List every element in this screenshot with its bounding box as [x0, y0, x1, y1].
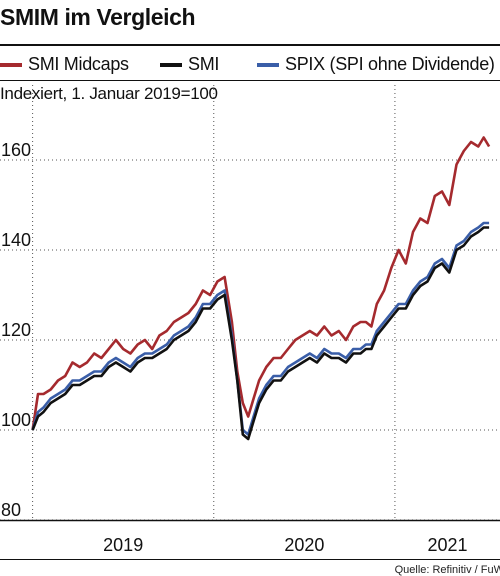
legend: SMI Midcaps SMI SPIX (SPI ohne Dividende…: [0, 54, 500, 78]
legend-label-smi: SMI: [188, 54, 220, 74]
title-rule: [0, 44, 500, 46]
series-line-spix-spi-ohne-dividende: [31, 221, 490, 436]
source-note: Quelle: Refinitiv / FuW: [394, 564, 500, 576]
y-tick-label-160: 160: [1, 140, 31, 160]
legend-rule: [0, 80, 500, 81]
x-tick-label-2020: 2020: [284, 535, 324, 555]
legend-item-smi: SMI: [160, 54, 219, 75]
legend-item-spix: SPIX (SPI ohne Dividende): [257, 54, 495, 75]
y-tick-label-80: 80: [1, 500, 21, 520]
y-tick-label-120: 120: [1, 320, 31, 340]
x-tick-label-2019: 2019: [103, 535, 143, 555]
x-tick-label-2021: 2021: [427, 535, 467, 555]
legend-swatch-smi: [160, 62, 182, 67]
y-tick-label-100: 100: [1, 410, 31, 430]
legend-item-smi-midcaps: SMI Midcaps: [0, 54, 129, 75]
y-tick-label-140: 140: [1, 230, 31, 250]
legend-swatch-smi-midcaps: [0, 62, 22, 67]
legend-swatch-spix: [257, 62, 279, 67]
series-line-smi: [31, 226, 490, 441]
chart-title: SMIM im Vergleich: [0, 4, 196, 30]
legend-label-smi-midcaps: SMI Midcaps: [28, 54, 129, 74]
legend-label-spix: SPIX (SPI ohne Dividende): [285, 54, 495, 74]
chart-subtitle: Indexiert, 1. Januar 2019=100: [0, 84, 218, 103]
series-line-smi-midcaps: [31, 136, 491, 431]
